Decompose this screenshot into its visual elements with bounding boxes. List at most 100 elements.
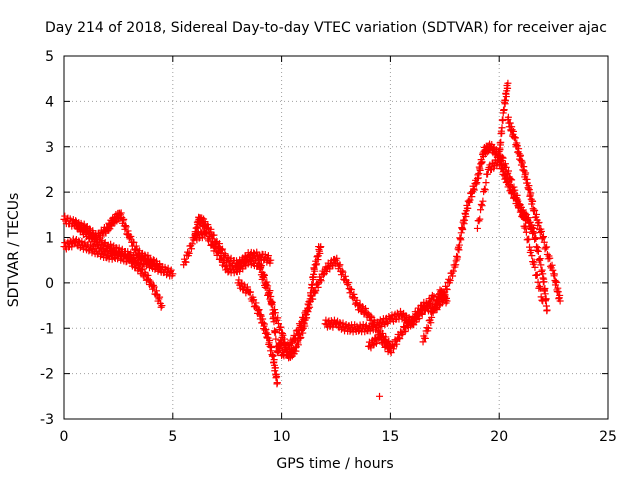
data-point: [496, 146, 504, 154]
data-point: [271, 364, 279, 372]
data-point: [523, 236, 531, 244]
data-point: [271, 306, 279, 314]
data-point: [508, 176, 516, 184]
data-point: [375, 323, 383, 331]
data-point: [546, 262, 554, 270]
data-point: [526, 243, 534, 251]
data-point: [480, 185, 488, 193]
data-point: [519, 214, 527, 222]
data-point: [556, 297, 564, 305]
data-point: [212, 242, 220, 250]
data-point: [188, 240, 196, 248]
data-point: [135, 261, 143, 269]
data-point: [449, 272, 457, 280]
data-point: [429, 296, 437, 304]
data-point: [489, 160, 497, 168]
data-point: [124, 227, 132, 235]
data-point: [507, 182, 515, 190]
data-point: [455, 241, 463, 249]
data-point: [457, 236, 465, 244]
y-tick-label: -1: [40, 321, 54, 337]
data-point: [476, 166, 484, 174]
data-point: [335, 262, 343, 270]
data-point: [326, 265, 334, 273]
data-point: [149, 256, 157, 264]
data-point: [428, 313, 436, 321]
x-tick-label: 25: [599, 429, 617, 445]
data-point: [294, 330, 302, 338]
data-point: [427, 319, 435, 327]
data-point: [86, 241, 94, 249]
data-point: [107, 240, 115, 248]
x-tick-label: 10: [273, 429, 291, 445]
data-point: [259, 273, 267, 281]
data-point: [531, 234, 539, 242]
data-point: [308, 281, 316, 289]
data-point: [477, 200, 485, 208]
data-point: [292, 347, 300, 355]
data-point: [501, 96, 509, 104]
data-point: [497, 138, 505, 146]
data-point: [224, 268, 232, 276]
data-point: [315, 243, 323, 251]
data-point: [204, 221, 212, 229]
data-point: [459, 225, 467, 233]
data-point: [313, 280, 321, 288]
data-point: [208, 237, 216, 245]
x-tick-label: 20: [490, 429, 508, 445]
data-point: [522, 222, 530, 230]
data-point: [498, 153, 506, 161]
data-point: [410, 317, 418, 325]
data-point: [468, 193, 476, 201]
data-point: [266, 259, 274, 267]
data-point: [261, 320, 269, 328]
data-point: [272, 335, 280, 343]
data-point: [297, 324, 305, 332]
data-point: [146, 277, 154, 285]
data-point: [536, 256, 544, 264]
data-point: [533, 271, 541, 279]
data-point: [157, 303, 165, 311]
data-point: [243, 283, 251, 291]
data-point: [535, 219, 543, 227]
data-point: [535, 256, 543, 264]
data-point: [273, 373, 281, 381]
data-point: [152, 262, 160, 270]
data-point: [247, 288, 255, 296]
data-point: [479, 197, 487, 205]
data-point: [393, 340, 401, 348]
data-point: [506, 119, 514, 127]
data-point: [446, 277, 454, 285]
data-point: [288, 339, 296, 347]
y-tick-label: 0: [45, 276, 54, 292]
data-point: [540, 238, 548, 246]
data-point: [423, 324, 431, 332]
data-point: [502, 163, 510, 171]
data-point: [534, 278, 542, 286]
data-point: [280, 352, 288, 360]
data-point: [527, 246, 535, 254]
data-point: [169, 270, 177, 278]
data-point: [499, 117, 507, 125]
data-point: [536, 284, 544, 292]
data-point: [336, 261, 344, 269]
data-point: [246, 253, 254, 261]
data-point: [256, 265, 264, 273]
data-point: [78, 237, 86, 245]
data-point: [156, 293, 164, 301]
data-point: [481, 186, 489, 194]
data-point: [261, 250, 269, 258]
data-point: [362, 304, 370, 312]
data-point: [475, 217, 483, 225]
data-point: [506, 175, 514, 183]
data-point: [144, 251, 152, 259]
data-point: [543, 250, 551, 258]
data-point: [551, 270, 559, 278]
data-point: [339, 268, 347, 276]
data-point: [528, 252, 536, 260]
data-point: [279, 331, 287, 339]
data-point: [504, 79, 512, 87]
data-point: [193, 224, 201, 232]
data-point: [158, 265, 166, 273]
